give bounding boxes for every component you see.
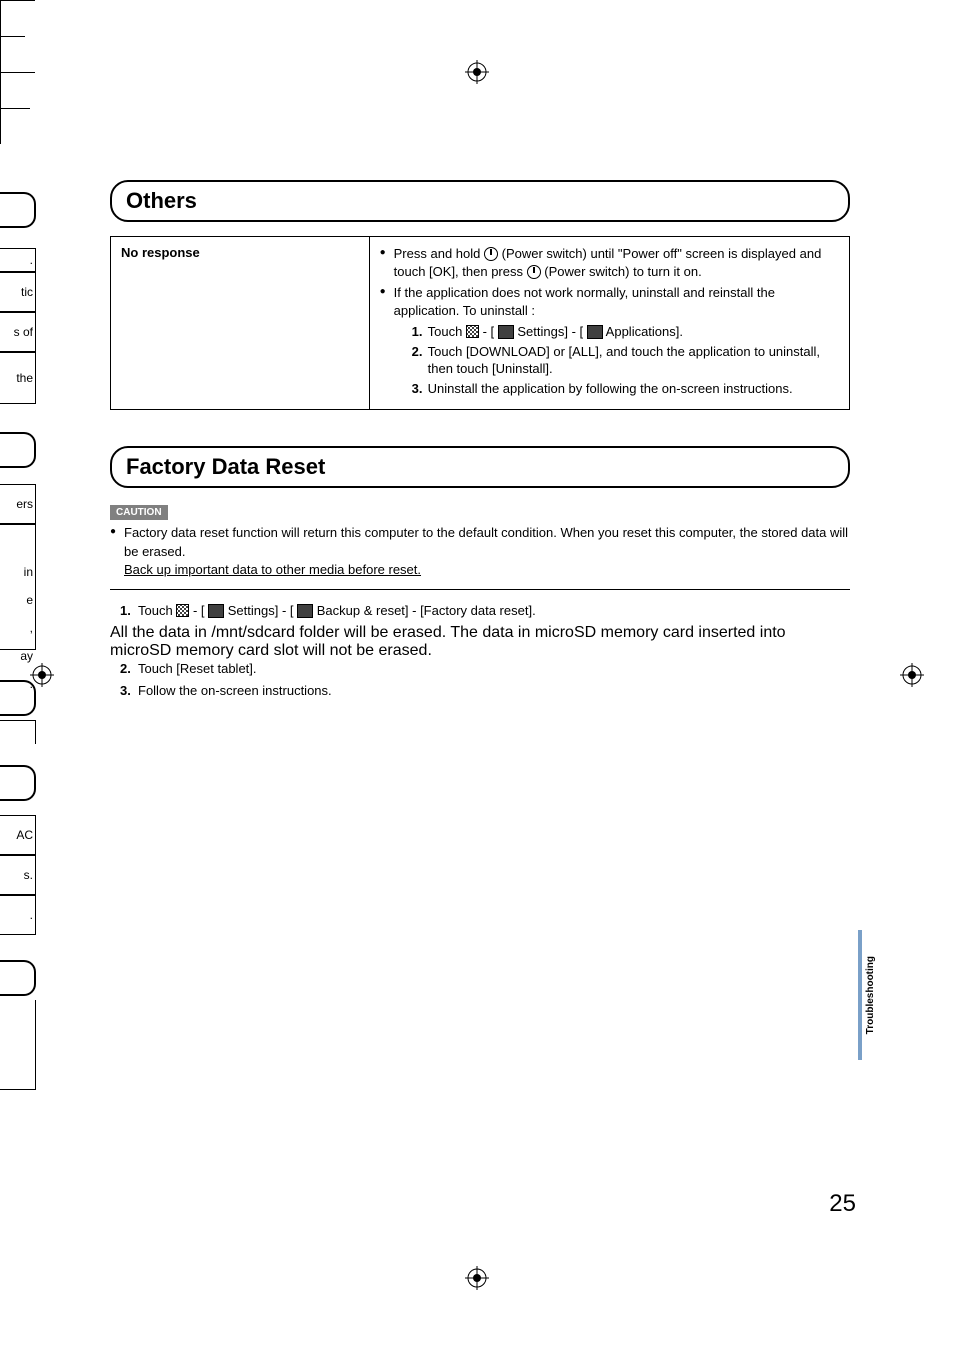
registration-mark-icon [465,60,489,84]
prev-page-fragment: s of [0,312,36,352]
prev-fragment-text: e [0,593,33,607]
bullet-text: If the application does not work normall… [394,285,775,318]
prev-page-tab [0,680,36,716]
apps-grid-icon [176,604,189,617]
prev-fragment-text: ay [0,649,33,663]
step-text: Backup & reset] - [Factory data reset]. [317,603,536,618]
substep-text: Touch [428,324,466,339]
solution-bullet: If the application does not work normall… [380,284,839,397]
reset-step: 2.Touch [Reset tablet]. [110,660,850,678]
reset-step-detail: All the data in /mnt/sdcard folder will … [110,624,850,660]
prev-page-fragment: ers [0,484,36,524]
caution-tag: CAUTION [110,505,168,520]
issue-label: No response [111,237,370,410]
crop-mark [0,36,25,37]
prev-page-fragment [0,1000,36,1090]
prev-page-tab [0,960,36,996]
substep: 3.Uninstall the application by following… [412,380,839,398]
prev-page-fragment: s. [0,855,36,895]
chapter-tab-label: Troubleshooting [865,956,876,1034]
caution-underline: Back up important data to other media be… [124,562,421,577]
crop-mark [0,73,1,108]
substep-text: Applications]. [606,324,683,339]
power-icon [527,265,541,279]
step-text: - [ [193,603,205,618]
prev-page-tab [0,765,36,801]
power-icon [484,247,498,261]
step-text: Touch [Reset tablet]. [138,661,257,676]
prev-fragment-text: , [0,621,33,635]
crop-mark [0,37,1,72]
crop-mark [0,0,35,1]
settings-icon [498,325,514,339]
substep-text: - [ [483,324,495,339]
backup-icon [297,604,313,618]
substep-text: Touch [DOWNLOAD] or [ALL], and touch the… [428,344,820,377]
section-header-others: Others [110,180,850,222]
crop-mark [0,72,35,73]
solution-bullet: Press and hold (Power switch) until "Pow… [380,245,839,280]
prev-fragment-text: in [0,565,33,579]
prev-page-fragment: . [0,248,36,272]
crop-mark [0,109,1,144]
substep: 2.Touch [DOWNLOAD] or [ALL], and touch t… [412,343,839,378]
page-content: Others No response Press and hold (Power… [110,180,850,705]
caution-body: Factory data reset function will return … [124,525,848,558]
registration-mark-icon [465,1266,489,1290]
step-text: Settings] - [ [228,603,294,618]
page-number: 25 [829,1190,856,1218]
divider [110,589,850,590]
step-text: Follow the on-screen instructions. [138,683,332,698]
table-row: No response Press and hold (Power switch… [111,237,850,410]
chapter-tab: Troubleshooting [858,930,878,1060]
substep-text: Uninstall the application by following t… [428,381,793,396]
reset-step: 1. Touch - [ Settings] - [ Backup & rese… [110,602,850,620]
prev-page-tab [0,192,36,228]
caution-text: Factory data reset function will return … [110,524,850,579]
prev-page-fragment [0,720,36,744]
issue-solution: Press and hold (Power switch) until "Pow… [369,237,849,410]
substep-text: Settings] - [ [517,324,583,339]
step-text: Touch [138,603,176,618]
troubleshooting-table: No response Press and hold (Power switch… [110,236,850,410]
settings-icon [208,604,224,618]
reset-step: 3.Follow the on-screen instructions. [110,682,850,700]
prev-page-fragment: AC [0,815,36,855]
bullet-text: (Power switch) to turn it on. [544,264,702,279]
crop-mark [0,108,30,109]
prev-page-fragment: the [0,352,36,404]
registration-mark-icon [30,663,54,687]
crop-mark [0,1,1,36]
prev-page-fragment: tic [0,272,36,312]
bullet-text: Press and hold [394,246,484,261]
substep: 1. Touch - [ Settings] - [ Applications]… [412,323,839,341]
registration-mark-icon [900,663,924,687]
prev-page-tab [0,432,36,468]
section-header-reset: Factory Data Reset [110,446,850,488]
apps-grid-icon [466,325,479,338]
prev-page-fragment: in e , ay . [0,524,36,650]
prev-page-fragment: . [0,895,36,935]
applications-icon [587,325,603,339]
